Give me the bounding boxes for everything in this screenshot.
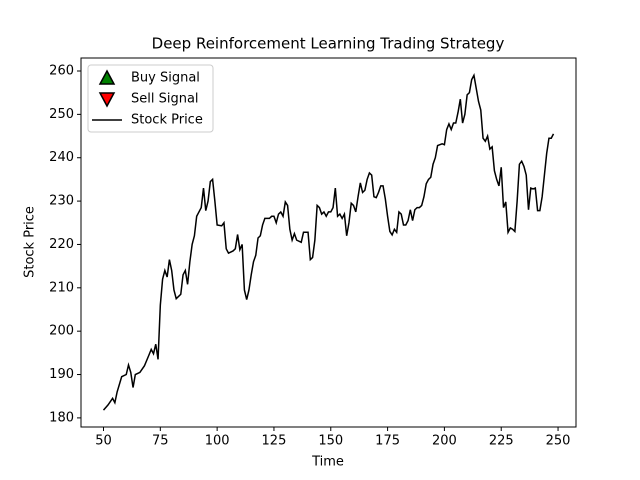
x-tick-label: 100 bbox=[205, 434, 230, 449]
legend-box bbox=[87, 64, 214, 133]
y-tick-label: 250 bbox=[49, 107, 74, 122]
y-tick-label: 210 bbox=[49, 280, 74, 295]
y-tick-label: 230 bbox=[49, 194, 74, 209]
x-tick-label: 250 bbox=[546, 434, 571, 449]
y-tick-label: 200 bbox=[49, 324, 74, 339]
legend-marker bbox=[98, 69, 116, 85]
plot-frame bbox=[80, 57, 577, 428]
x-tick-label: 75 bbox=[152, 434, 169, 449]
x-axis-label: Time bbox=[311, 455, 344, 470]
legend-label: Buy Signal bbox=[131, 71, 200, 86]
y-tick-label: 180 bbox=[49, 410, 74, 425]
y-tick-label: 190 bbox=[49, 367, 74, 382]
x-tick-label: 150 bbox=[318, 434, 343, 449]
y-tick-label: 240 bbox=[49, 150, 74, 165]
x-tick-label: 225 bbox=[489, 434, 514, 449]
x-tick-label: 200 bbox=[432, 434, 457, 449]
legend-marker bbox=[98, 92, 116, 108]
chart-title: Deep Reinforcement Learning Trading Stra… bbox=[152, 35, 505, 53]
x-tick-label: 175 bbox=[375, 434, 400, 449]
y-axis-label: Stock Price bbox=[23, 206, 38, 278]
y-tick-label: 220 bbox=[49, 237, 74, 252]
legend-label: Sell Signal bbox=[131, 92, 199, 107]
legend-label: Stock Price bbox=[131, 113, 203, 128]
x-tick-label: 125 bbox=[262, 434, 287, 449]
price-line bbox=[102, 73, 555, 411]
y-tick-label: 260 bbox=[49, 64, 74, 79]
x-tick-label: 50 bbox=[95, 434, 112, 449]
